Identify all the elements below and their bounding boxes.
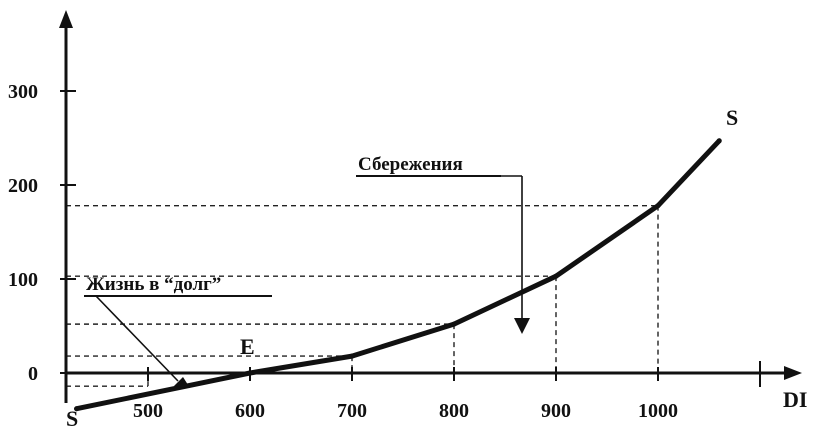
savings-curve-point xyxy=(74,406,80,412)
series-layer xyxy=(74,138,722,412)
tick-labels: 0 100 200 300 500 600 700 800 900 1000 xyxy=(8,81,678,422)
x-axis-label: DI xyxy=(783,387,807,412)
y-axis-arrow-icon xyxy=(59,10,73,28)
savings-curve-point xyxy=(247,370,253,376)
tick-marks xyxy=(60,90,659,381)
savings-annotation-label: Сбережения xyxy=(358,154,463,175)
savings-curve-point xyxy=(655,203,661,209)
x-tick-label: 500 xyxy=(133,400,163,422)
savings-arrow-icon xyxy=(514,318,530,334)
dashed-guide-lines xyxy=(66,204,659,387)
x-tick-label: 600 xyxy=(235,400,265,422)
y-tick-label: 200 xyxy=(8,175,38,197)
x-tick-label: 900 xyxy=(541,400,571,422)
savings-curve-point xyxy=(349,353,355,359)
debt-arrow-icon xyxy=(174,377,190,388)
x-tick-label: 1000 xyxy=(638,400,678,422)
curve-end-label: S xyxy=(726,105,738,130)
annotations: DI S S E Сбережения Жизнь в “долг” xyxy=(66,105,807,430)
debt-pointer-line xyxy=(95,295,179,382)
equilibrium-point-label: E xyxy=(240,334,255,359)
x-axis-arrow-icon xyxy=(784,366,802,380)
y-tick-label: 0 xyxy=(28,363,38,385)
y-tick-label: 100 xyxy=(8,269,38,291)
debt-annotation-label: Жизнь в “долг” xyxy=(86,274,221,295)
y-tick-label: 300 xyxy=(8,81,38,103)
savings-curve-point xyxy=(553,273,559,279)
savings-curve-point xyxy=(716,138,722,144)
x-tick-label: 700 xyxy=(337,400,367,422)
x-tick-label: 800 xyxy=(439,400,469,422)
axes xyxy=(59,10,802,403)
savings-curve-point xyxy=(451,321,457,327)
curve-start-label: S xyxy=(66,406,78,430)
